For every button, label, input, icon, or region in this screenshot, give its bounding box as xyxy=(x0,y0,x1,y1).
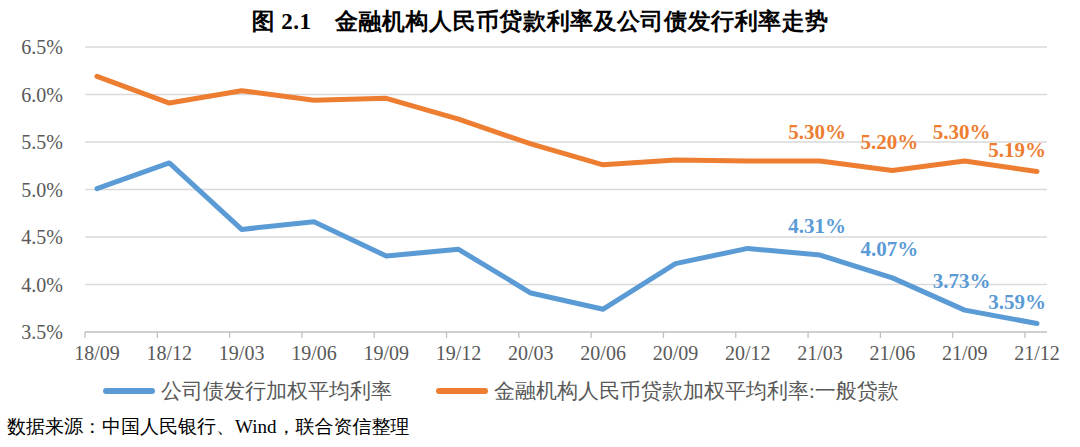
x-axis-tick-label: 19/12 xyxy=(419,342,499,364)
data-point-label: 4.07% xyxy=(861,238,919,260)
x-axis-tick-label: 19/06 xyxy=(274,342,354,364)
corporate-bond-series-line-marker xyxy=(103,388,155,394)
x-axis-tick-label: 20/09 xyxy=(635,342,715,364)
data-source-note: 数据来源：中国人民银行、Wind，联合资信整理 xyxy=(7,414,409,440)
x-axis-tick-label: 21/09 xyxy=(925,342,1005,364)
x-axis-tick-label: 20/06 xyxy=(563,342,643,364)
legend-item-general-loan-rate: 金融机构人民币贷款加权平均利率:一般贷款 xyxy=(436,379,899,403)
x-axis-tick-label: 19/03 xyxy=(202,342,282,364)
x-axis-tick-label: 21/06 xyxy=(852,342,932,364)
series-polyline xyxy=(97,76,1037,171)
x-axis-tick-label: 21/12 xyxy=(997,342,1077,364)
data-point-label: 3.73% xyxy=(933,270,991,292)
data-point-label: 5.19% xyxy=(988,139,1046,161)
x-axis-tick-label: 21/03 xyxy=(780,342,860,364)
data-point-label: 3.59% xyxy=(988,291,1046,313)
x-axis-tick-label: 19/09 xyxy=(346,342,426,364)
y-axis-tick-label: 5.0% xyxy=(0,180,63,200)
x-axis-tick-label: 18/12 xyxy=(129,342,209,364)
data-point-label: 5.20% xyxy=(861,131,919,153)
chart-legend: 公司债发行加权平均利率 金融机构人民币贷款加权平均利率:一般贷款 xyxy=(103,379,899,403)
y-axis-tick-label: 3.5% xyxy=(0,322,63,342)
x-axis-tick-label: 20/03 xyxy=(491,342,571,364)
legend-label-corporate-bond-rate: 公司债发行加权平均利率 xyxy=(161,379,392,403)
x-axis-tick-label: 20/12 xyxy=(708,342,788,364)
y-axis-tick-label: 6.0% xyxy=(0,85,63,105)
general-loan-series-line-marker xyxy=(436,388,488,394)
x-axis-tick-label: 18/09 xyxy=(57,342,137,364)
legend-item-corporate-bond-rate: 公司债发行加权平均利率 xyxy=(103,379,392,403)
data-point-label: 5.30% xyxy=(788,121,846,143)
legend-label-general-loan-rate: 金融机构人民币贷款加权平均利率:一般贷款 xyxy=(494,379,899,403)
y-axis-tick-label: 6.5% xyxy=(0,37,63,57)
y-axis-tick-label: 4.0% xyxy=(0,275,63,295)
y-axis-tick-label: 4.5% xyxy=(0,227,63,247)
figure-2-1: 图 2.1 金融机构人民币贷款利率及公司债发行利率走势 6.5%6.0%5.5%… xyxy=(0,0,1080,447)
data-point-label: 5.30% xyxy=(933,121,991,143)
data-point-label: 4.31% xyxy=(788,215,846,237)
y-axis-tick-label: 5.5% xyxy=(0,132,63,152)
